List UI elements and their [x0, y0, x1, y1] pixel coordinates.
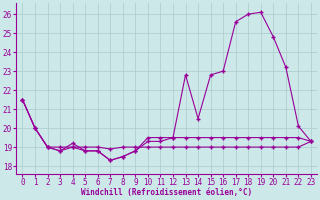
X-axis label: Windchill (Refroidissement éolien,°C): Windchill (Refroidissement éolien,°C) [81, 188, 252, 197]
